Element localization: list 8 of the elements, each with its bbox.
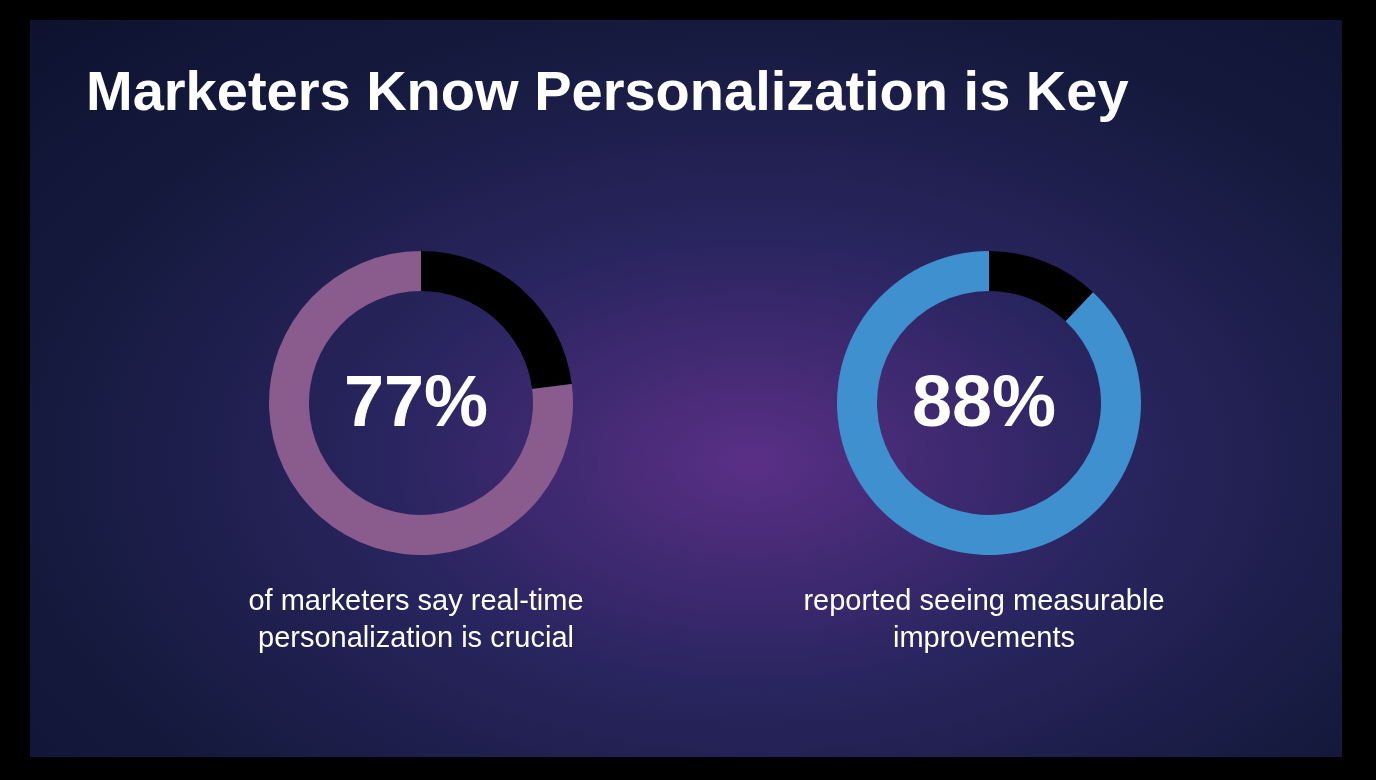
chart-title: Marketers Know Personalization is Key [86,58,1129,123]
text: reported seeing measurable improvements [802,583,1166,655]
text: 77% [342,360,490,442]
donut-slice [837,251,1141,555]
text: 88% [910,360,1058,442]
text: of marketers say real-time personalization is crucial [247,583,585,655]
donut-slice [989,251,1094,322]
donut-slice [269,251,573,555]
